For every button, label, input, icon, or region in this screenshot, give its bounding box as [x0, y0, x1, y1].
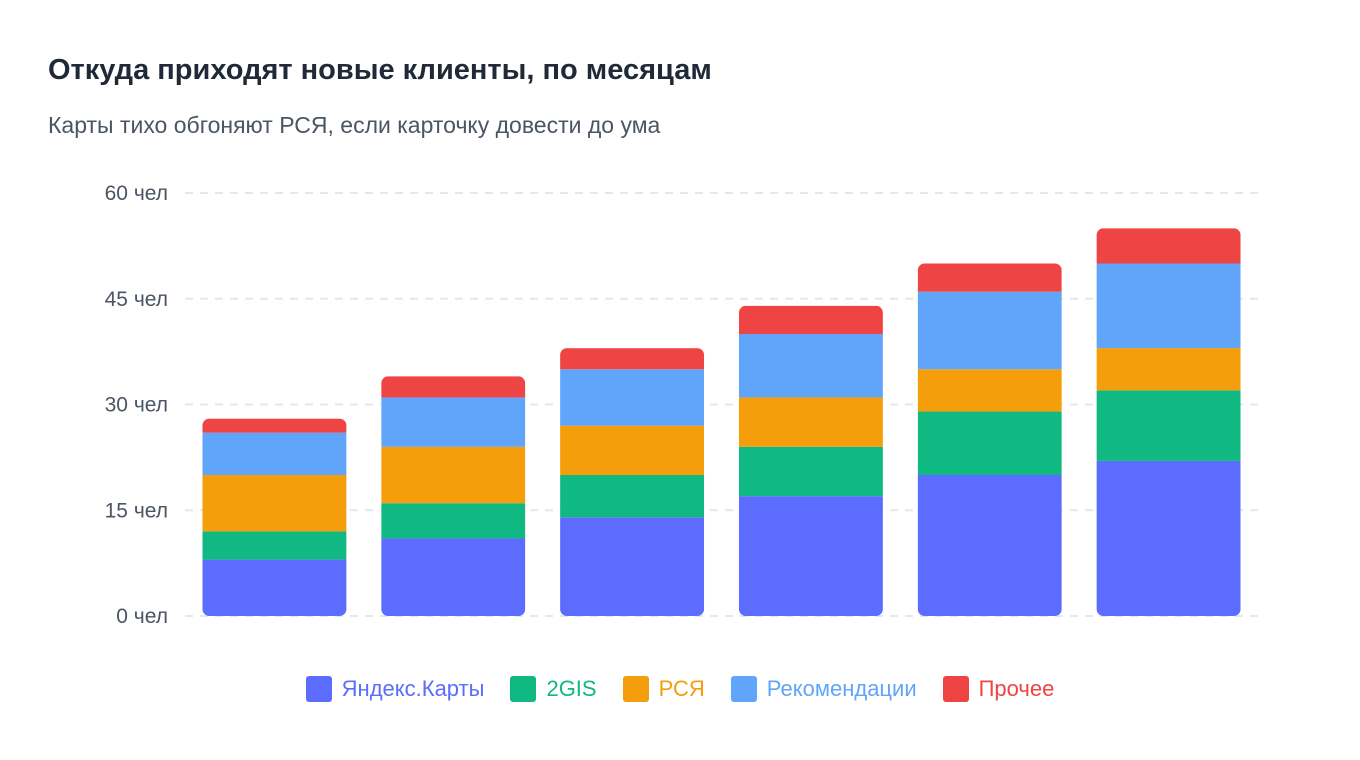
- legend-label: 2GIS: [546, 676, 597, 701]
- legend-swatch: [730, 676, 757, 702]
- bar-segment: [917, 263, 1062, 292]
- chart-title: Откуда приходят новые клиенты, по месяца…: [48, 54, 712, 86]
- legend-swatch: [510, 676, 537, 702]
- bar-segment: [1096, 263, 1241, 349]
- legend-swatch: [942, 676, 969, 702]
- legend-label: Рекомендации: [766, 676, 917, 701]
- bar-segment: [917, 475, 1062, 616]
- bar-stack: [917, 263, 1062, 616]
- y-tick-label: 30 чел: [105, 394, 168, 417]
- bar-segment: [381, 397, 526, 447]
- bar-segment: [1096, 390, 1241, 461]
- bar-segment: [560, 425, 705, 475]
- bar-segment: [738, 446, 883, 497]
- y-tick-label: 0 чел: [116, 605, 168, 628]
- legend-item: РСЯ: [622, 676, 705, 702]
- legend-item: 2GIS: [510, 676, 597, 702]
- bar-segment: [202, 475, 347, 532]
- legend-label: Яндекс.Карты: [341, 676, 485, 701]
- y-tick-label: 60 чел: [105, 182, 168, 205]
- legend-item: Рекомендации: [730, 676, 917, 702]
- bar-segment: [202, 531, 347, 560]
- chart-legend: Яндекс.Карты 2GIS РСЯ Рекомендации Прочее: [0, 676, 1360, 702]
- legend-label: РСЯ: [658, 676, 705, 701]
- bar-segment: [917, 369, 1062, 412]
- bar-segment: [917, 291, 1062, 370]
- bar-stack: [560, 348, 705, 616]
- bar-segment: [381, 376, 526, 398]
- bar-segment: [917, 411, 1062, 475]
- bar-segment: [738, 305, 883, 334]
- bar-stack: [1096, 228, 1241, 616]
- bar-stack: [738, 305, 883, 616]
- legend-item: Прочее: [942, 676, 1055, 702]
- legend-item: Яндекс.Карты: [305, 676, 485, 702]
- chart-subtitle: Карты тихо обгоняют РСЯ, если карточку д…: [48, 112, 661, 138]
- bar-segment: [202, 432, 347, 475]
- legend-label: Прочее: [978, 676, 1055, 701]
- y-tick-label: 45 чел: [105, 288, 168, 311]
- bar-segment: [560, 517, 705, 616]
- bar-segment: [381, 446, 526, 504]
- legend-swatch: [305, 676, 332, 702]
- bar-segment: [738, 334, 883, 398]
- bar-stack: [381, 376, 526, 616]
- bar-segment: [560, 348, 705, 370]
- legend-swatch: [622, 676, 649, 702]
- bar-segment: [381, 538, 526, 616]
- bar-segment: [738, 496, 883, 616]
- bar-segment: [560, 475, 705, 518]
- bar-segment: [381, 503, 526, 539]
- bar-segment: [202, 559, 347, 616]
- bar-segment: [1096, 228, 1241, 264]
- bar-segment: [560, 369, 705, 426]
- y-tick-label: 15 чел: [105, 499, 168, 522]
- bar-stack: [202, 418, 347, 616]
- bar-segment: [1096, 348, 1241, 391]
- bar-segment: [202, 418, 347, 433]
- bar-segment: [738, 397, 883, 447]
- bar-segment: [1096, 460, 1241, 616]
